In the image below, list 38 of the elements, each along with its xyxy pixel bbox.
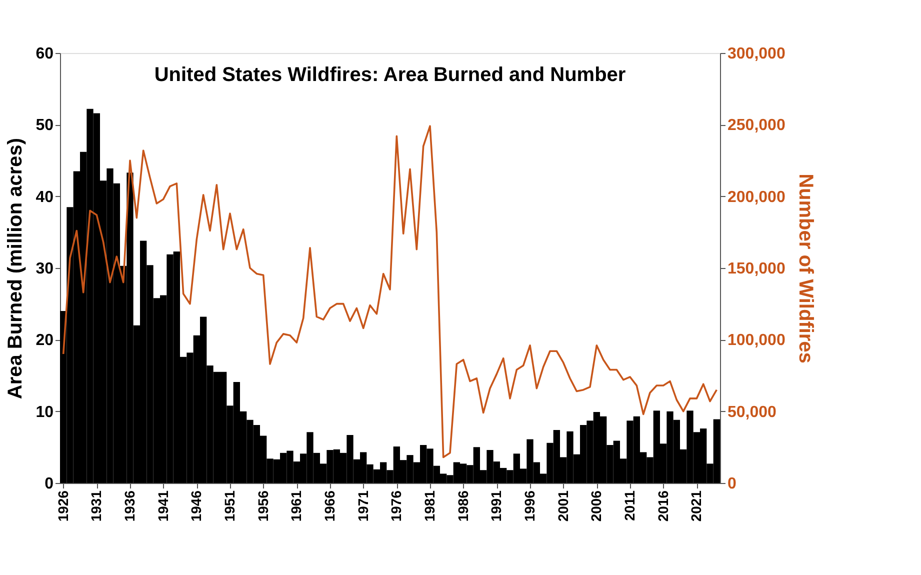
x-tick-label: 1936: [122, 490, 138, 522]
y-axis-title: Area Burned (million acres): [4, 138, 27, 400]
y2-tick-label: 100,000: [728, 332, 786, 350]
x-tick-label: 1931: [88, 490, 104, 522]
x-tick-label: 1956: [254, 490, 271, 522]
x-tick-label: 1966: [322, 490, 338, 522]
y-tick-label: 10: [36, 404, 54, 421]
x-tick-label: 2021: [688, 490, 704, 522]
y2-tick-label: 0: [728, 476, 736, 492]
x-tick-label: 1991: [488, 490, 504, 522]
y2-tick-label: 150,000: [728, 260, 786, 278]
y2-tick-label: 50,000: [728, 404, 777, 421]
x-tick-label: 1926: [54, 490, 71, 522]
y-tick-label: 20: [36, 332, 54, 350]
x-tick-label: 2016: [654, 490, 671, 522]
x-tick-label: 1971: [354, 490, 371, 522]
y-tick-label: 40: [36, 188, 54, 206]
x-tick-label: 1941: [154, 490, 171, 522]
y2-tick-label: 250,000: [728, 117, 786, 134]
y-tick-label: 60: [36, 46, 54, 62]
x-tick-label: 1946: [188, 490, 204, 522]
x-tick-label: 2006: [588, 490, 604, 522]
y-tick-label: 50: [36, 117, 54, 134]
x-tick-label: 1981: [422, 490, 438, 522]
x-tick-label: 2011: [622, 490, 638, 521]
x-tick-label: 1996: [522, 490, 538, 522]
y-tick-label: 0: [44, 476, 54, 492]
x-tick-label: 2001: [554, 490, 571, 522]
text: United States Wildfires: Area Burned and Number: [154, 64, 626, 86]
y2-axis-title: Number of Wildfires: [794, 174, 816, 364]
x-tick-label: 1986: [454, 490, 471, 522]
y2-tick-label: 200,000: [728, 188, 786, 206]
line-series: [62, 125, 718, 458]
y2-tick-label: 300,000: [728, 46, 786, 62]
x-tick-label: 1976: [388, 490, 404, 522]
y-tick-label: 30: [36, 260, 54, 278]
x-tick-label: 1961: [288, 490, 304, 522]
x-tick-label: 1951: [222, 490, 238, 522]
